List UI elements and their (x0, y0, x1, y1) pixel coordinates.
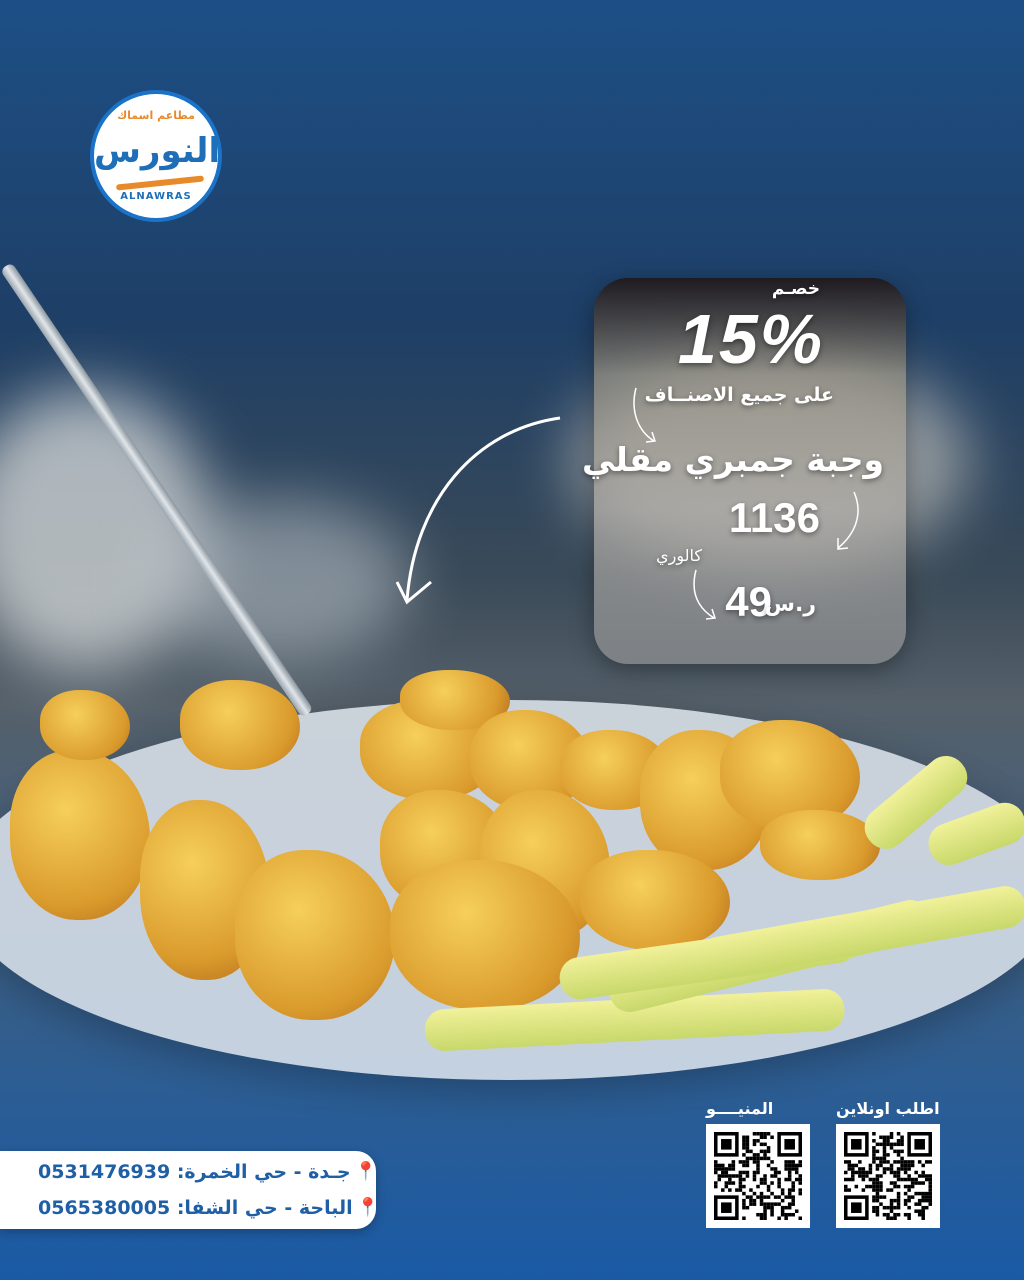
back-plate (150, 500, 410, 660)
curved-arrow-icon (395, 416, 561, 605)
logo-swoosh (115, 175, 205, 191)
branch-text: الباحة - حي الشفا: 0565380005 (38, 1197, 353, 1219)
location-pin-icon: 📍 (354, 1161, 377, 1182)
branches-contact-box: 📍 جـدة - حي الخمرة: 0531476939 📍 الباحة … (0, 1151, 379, 1229)
price-value: 49 (725, 578, 772, 625)
riyal-symbol-icon: ر.س (764, 592, 816, 617)
shrimp (235, 850, 395, 1020)
branch-jeddah: 📍 جـدة - حي الخمرة: 0531476939 (38, 1157, 377, 1187)
small-arrow-icon (837, 491, 859, 550)
calories-value: 1136 (728, 494, 820, 541)
logo-name-ar: النورس (94, 131, 221, 171)
logo-tagline: مطاعم اسماك (117, 109, 195, 122)
calories-unit: كالوري (656, 546, 702, 565)
discount-label: خصـم (771, 279, 820, 299)
order-online-label: اطلب اونلاين (836, 1099, 940, 1118)
shrimp (390, 860, 580, 1010)
order-online-qr-code[interactable] (836, 1124, 940, 1228)
branch-albaha: 📍 الباحة - حي الشفا: 0565380005 (38, 1193, 379, 1223)
shrimp (580, 850, 730, 950)
small-arrow-icon (633, 387, 657, 443)
small-arrow-icon (693, 569, 717, 620)
meal-name: وجبة جمبري مقلي (582, 440, 884, 479)
discount-scope: على جميع الاصنــاف (644, 384, 834, 406)
discount-value: 15% (677, 300, 824, 378)
location-pin-icon: 📍 (356, 1197, 380, 1218)
menu-label: المنيــــو (706, 1099, 774, 1118)
shrimp (10, 750, 150, 920)
menu-qr-code[interactable] (706, 1124, 810, 1228)
promo-card: خصـم 15% على جميع الاصنــاف وجبة جمبري م… (582, 278, 906, 664)
shrimp (40, 690, 130, 760)
branch-text: جـدة - حي الخمرة: 0531476939 (38, 1161, 351, 1183)
shrimp (180, 680, 300, 770)
logo-name-en: ALNAWRAS (120, 191, 192, 202)
shrimp (760, 810, 880, 880)
brand-logo: مطاعم اسماك النورس ALNAWRAS (90, 90, 222, 222)
